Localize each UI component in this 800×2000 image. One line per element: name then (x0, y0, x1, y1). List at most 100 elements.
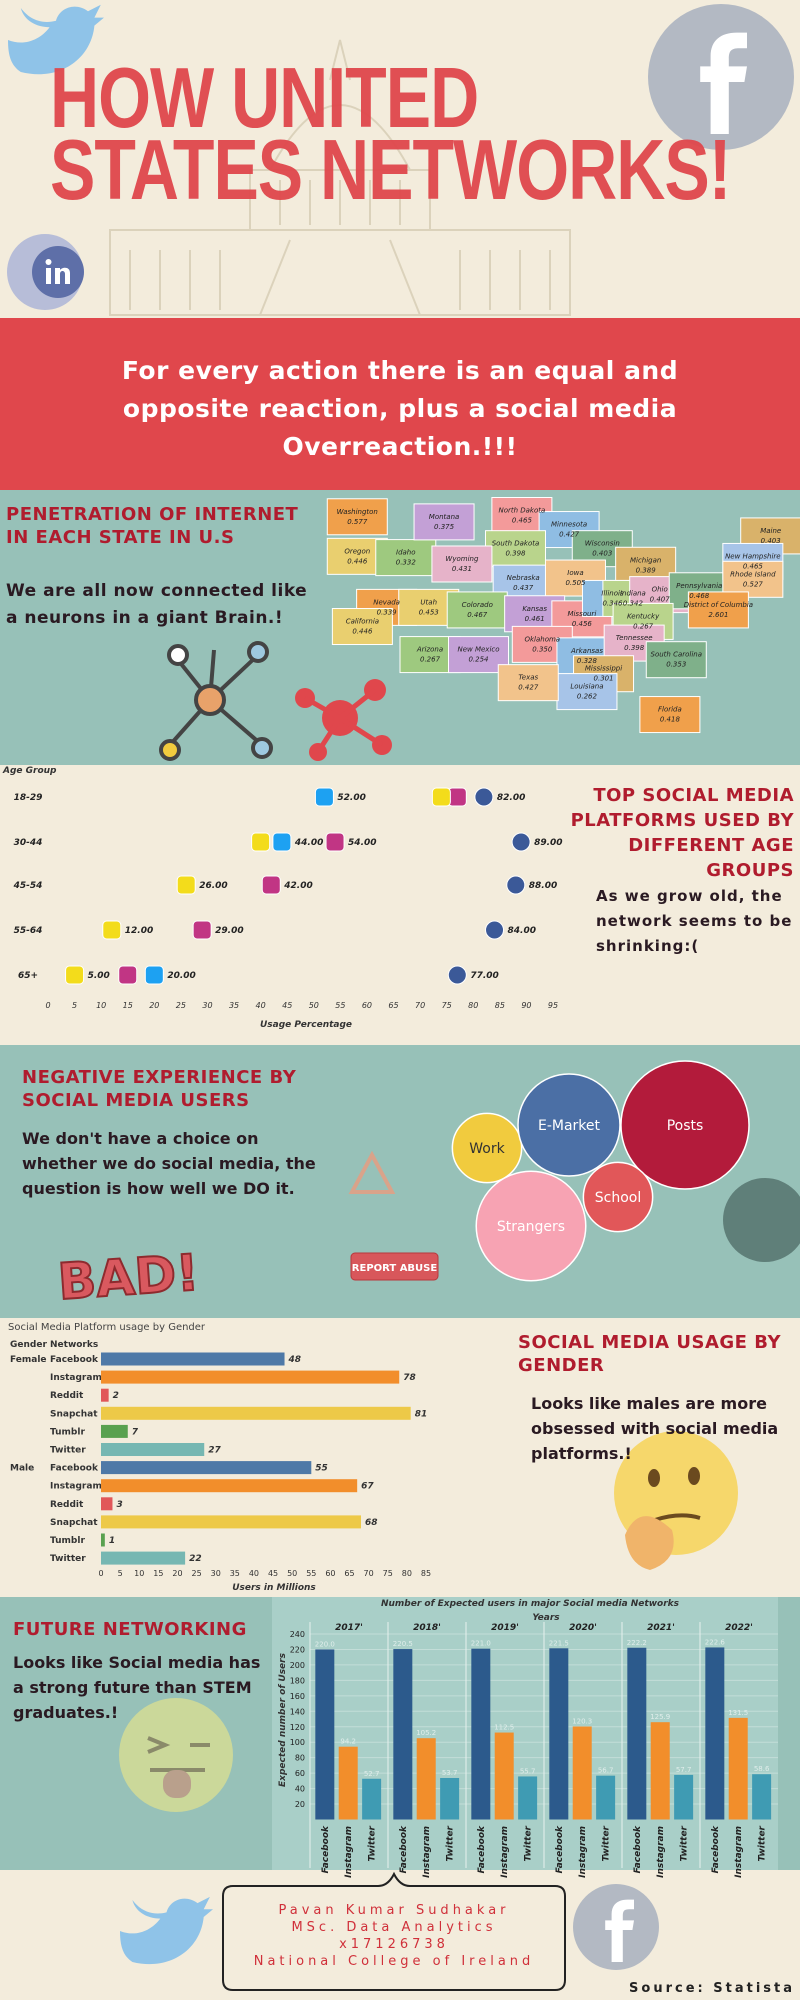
state-name: Ohio (652, 586, 668, 594)
state (413, 503, 475, 541)
group-label: 2021' (647, 1623, 675, 1633)
x-tick-label: 20 (172, 1569, 182, 1578)
bar (705, 1647, 725, 1820)
state-name: Pennsylvania (676, 582, 722, 590)
data-label: 1 (109, 1536, 115, 1546)
section-text: As we grow old, the network seems to be … (596, 887, 793, 955)
state (431, 545, 493, 583)
section-heading: TOP SOCIAL MEDIA PLATFORMS USED BY DIFFE… (570, 785, 794, 881)
bar (101, 1479, 358, 1493)
bar (101, 1370, 400, 1384)
bubble (517, 1073, 621, 1177)
platform-icon (65, 965, 85, 985)
state-name: Maine (760, 527, 781, 535)
x-tick-label: 35 (229, 1001, 239, 1010)
platform-icon (474, 787, 494, 807)
data-label: 112.5 (494, 1724, 514, 1732)
state-name: Nevada (373, 598, 400, 606)
state-value: 0.332 (396, 559, 417, 567)
capitol-art (109, 39, 571, 316)
data-label: 78 (403, 1373, 416, 1383)
chart-panel (272, 1597, 778, 1870)
state-value: 0.527 (743, 580, 764, 588)
y-tick-label: 180 (290, 1676, 305, 1685)
report-abuse-button (350, 1252, 439, 1281)
state-name: Texas (518, 674, 538, 682)
x-tick-label: Facebook (321, 1825, 331, 1873)
bar (101, 1352, 285, 1366)
section-heading: SOCIAL MEDIA USAGE BY GENDER (518, 1332, 782, 1376)
group-label: 2019' (491, 1623, 519, 1633)
bar (101, 1497, 113, 1511)
data-label: 54.00 (348, 838, 376, 848)
state-name: Idaho (396, 549, 416, 557)
platform-icon (176, 875, 196, 895)
state-value: 0.461 (525, 615, 545, 623)
bar (362, 1778, 382, 1820)
x-tick-label: Instagram (734, 1826, 744, 1878)
x-tick-label: 80 (468, 1001, 478, 1010)
x-tick-label: 0 (45, 1001, 50, 1010)
state-value: 0.403 (761, 537, 781, 545)
data-label: 56.7 (598, 1767, 614, 1775)
platform-icon (447, 965, 467, 985)
platform-icon (102, 920, 122, 940)
state-value: 0.505 (565, 579, 586, 587)
state-name: Kentucky (627, 612, 660, 620)
x-tick-label: 70 (415, 1001, 425, 1010)
state-name: South Carolina (651, 651, 703, 659)
us-map: Washington 0.577 Oregon 0.446 Idaho 0.332 Mont… (326, 497, 800, 734)
bubble (582, 1161, 654, 1233)
state (331, 608, 393, 646)
group-label: 2017' (335, 1623, 363, 1633)
category-label: Instagram (50, 1482, 102, 1492)
x-tick-label: Instagram (344, 1826, 354, 1878)
x-tick-label: Instagram (500, 1826, 510, 1878)
platform-icon (261, 875, 281, 895)
data-label: 221.0 (471, 1640, 491, 1648)
y-tick-label: 18-29 (14, 793, 43, 803)
credit-line: MSc. Data Analytics (291, 1920, 496, 1935)
x-tick-label: 10 (96, 1001, 106, 1010)
section-heading: FUTURE NETWORKING (13, 1619, 247, 1640)
category-label: Tumblr (50, 1427, 85, 1437)
x-axis-title: Users in Millions (232, 1583, 316, 1593)
bar (315, 1649, 335, 1820)
source-note: Source: Statista (629, 1981, 795, 1996)
data-label: 3 (116, 1500, 122, 1510)
state-name: Oklahoma (524, 635, 560, 643)
twitter-logo (8, 4, 104, 75)
state-value: 0.577 (347, 518, 368, 526)
state-name: Oregon (344, 547, 370, 555)
state (497, 664, 559, 702)
x-tick-label: 35 (230, 1569, 240, 1578)
bar (416, 1738, 436, 1820)
bar (572, 1726, 592, 1820)
winking-emoji (119, 1698, 233, 1812)
banner-bg (0, 318, 800, 490)
bar (101, 1461, 312, 1475)
chart-title: Social Media Platform usage by Gender (8, 1322, 206, 1333)
data-label: 7 (132, 1427, 139, 1437)
network-icon (159, 641, 273, 761)
platform-icon (272, 832, 292, 852)
data-label: 81 (415, 1409, 428, 1419)
state-value: 0.398 (505, 550, 526, 558)
state-name: Washington (337, 508, 378, 516)
platform-icon (118, 965, 138, 985)
data-label: 29.00 (215, 926, 243, 936)
category-label: Snapchat (50, 1409, 98, 1419)
platform-icon (506, 875, 526, 895)
category-header: Networks (50, 1340, 98, 1350)
state-name: Illinois (601, 589, 624, 597)
person-icon (723, 1178, 800, 1262)
x-tick-label: 50 (309, 1001, 319, 1010)
state-value: 0.389 (636, 566, 657, 574)
state-value: 0.465 (743, 562, 764, 570)
state-name: Kansas (522, 605, 547, 613)
platform-icon (314, 787, 334, 807)
credit-line: National College of Ireland (254, 1954, 535, 1969)
credit-line: x17126738 (339, 1937, 449, 1952)
linkedin-in (45, 259, 70, 284)
